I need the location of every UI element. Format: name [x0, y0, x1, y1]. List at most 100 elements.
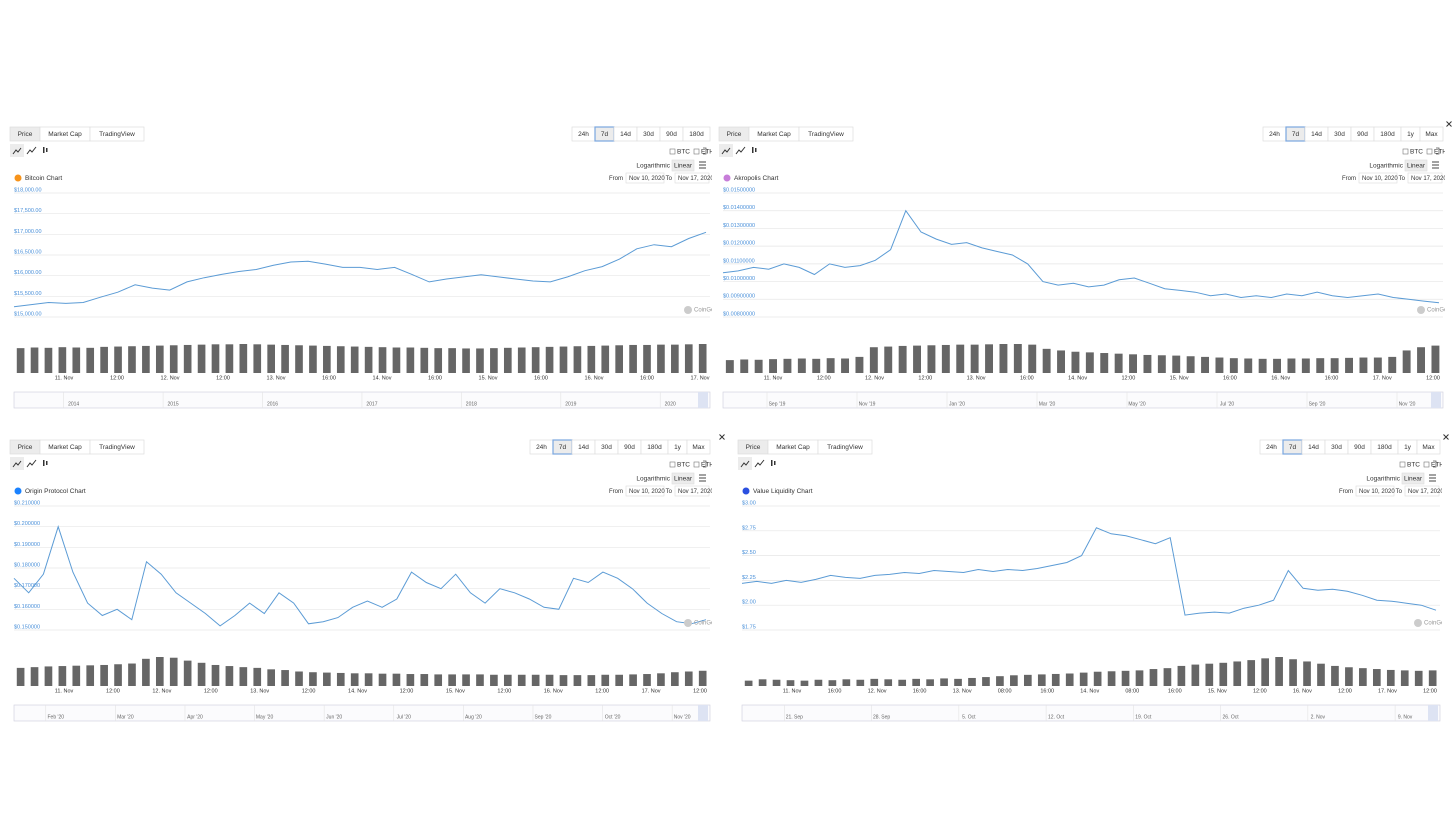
tab-label[interactable]: Price [18, 131, 33, 138]
date-input[interactable] [625, 485, 665, 497]
checkbox[interactable] [1426, 148, 1433, 155]
area-icon[interactable] [26, 146, 37, 155]
checkbox-label[interactable]: ETH [1431, 462, 1444, 469]
scale-button[interactable] [1404, 159, 1428, 172]
tab-label[interactable]: TradingView [808, 131, 844, 138]
range-button[interactable] [686, 439, 711, 455]
range-label[interactable]: 90d [624, 444, 635, 451]
scale-option[interactable]: Logarithmic [1366, 476, 1400, 483]
close-icon[interactable] [719, 434, 725, 440]
fullscreen-icon[interactable] [1436, 147, 1440, 155]
checkbox[interactable] [669, 148, 676, 155]
range-label[interactable]: 90d [666, 131, 677, 138]
range-button[interactable] [682, 126, 711, 142]
candle-icon[interactable] [43, 147, 45, 153]
range-label[interactable]: 30d [643, 131, 654, 138]
checkbox-label[interactable]: ETH [701, 149, 714, 156]
close-icon[interactable] [1446, 121, 1452, 127]
scale-option[interactable]: Logarithmic [636, 476, 670, 483]
navigator[interactable] [13, 704, 711, 722]
menu-icon[interactable] [1432, 161, 1439, 169]
fullscreen-icon[interactable] [703, 460, 707, 468]
area-icon[interactable] [754, 459, 765, 468]
scale-button[interactable] [671, 472, 695, 485]
scale-option[interactable]: Linear [674, 476, 693, 483]
tab-label[interactable]: Market Cap [757, 131, 791, 138]
range-button[interactable] [1419, 126, 1444, 142]
fullscreen-icon[interactable] [703, 147, 707, 155]
range-label[interactable]: 30d [1331, 444, 1342, 451]
range-label[interactable]: 24h [1266, 444, 1277, 451]
tab-label[interactable]: Price [18, 444, 33, 451]
close-icon[interactable] [1443, 434, 1449, 440]
date-input[interactable] [1404, 485, 1440, 497]
tab-button[interactable] [798, 126, 854, 142]
tab-button[interactable] [817, 439, 873, 455]
navigator[interactable] [741, 704, 1441, 722]
menu-icon[interactable] [699, 161, 706, 169]
range-label[interactable]: 24h [1269, 131, 1280, 138]
date-input[interactable] [1355, 485, 1395, 497]
range-label[interactable]: Max [1422, 444, 1435, 451]
range-label[interactable]: 1y [674, 444, 682, 451]
range-label[interactable]: 14d [578, 444, 589, 451]
date-input[interactable] [1358, 172, 1398, 184]
range-label[interactable]: 90d [1354, 444, 1365, 451]
navigator-handle[interactable] [698, 705, 708, 721]
range-label[interactable]: Max [1425, 131, 1438, 138]
range-label[interactable]: 30d [601, 444, 612, 451]
tab-label[interactable]: TradingView [99, 131, 135, 138]
tab-label[interactable]: TradingView [99, 444, 135, 451]
tab-label[interactable]: Market Cap [48, 131, 82, 138]
checkbox[interactable] [693, 461, 700, 468]
date-input[interactable] [1407, 172, 1443, 184]
scale-option[interactable]: Linear [1404, 476, 1423, 483]
range-label[interactable]: 7d [1292, 131, 1300, 138]
navigator-handle[interactable] [698, 392, 708, 408]
checkbox-label[interactable]: ETH [1434, 149, 1447, 156]
navigator-handle[interactable] [1428, 705, 1438, 721]
date-input[interactable] [625, 172, 665, 184]
scale-button[interactable] [1401, 472, 1425, 485]
checkbox[interactable] [1399, 461, 1406, 468]
range-label[interactable]: 24h [536, 444, 547, 451]
area-icon[interactable] [26, 459, 37, 468]
date-input[interactable] [674, 485, 710, 497]
range-label[interactable]: 7d [559, 444, 567, 451]
area-icon[interactable] [735, 146, 746, 155]
range-label[interactable]: 7d [1289, 444, 1297, 451]
checkbox[interactable] [1423, 461, 1430, 468]
scale-option[interactable]: Linear [1407, 163, 1426, 170]
scale-option[interactable]: Logarithmic [1369, 163, 1403, 170]
checkbox[interactable] [1402, 148, 1409, 155]
checkbox-label[interactable]: ETH [701, 462, 714, 469]
range-label[interactable]: 90d [1357, 131, 1368, 138]
range-label[interactable]: Max [692, 444, 705, 451]
range-label[interactable]: 30d [1334, 131, 1345, 138]
range-label[interactable]: 24h [578, 131, 589, 138]
checkbox[interactable] [693, 148, 700, 155]
tab-button[interactable] [89, 126, 145, 142]
checkbox[interactable] [669, 461, 676, 468]
navigator[interactable] [722, 391, 1444, 409]
checkbox-label[interactable]: BTC [677, 149, 690, 156]
fullscreen-icon[interactable] [1433, 460, 1437, 468]
range-label[interactable]: 180d [1380, 131, 1395, 138]
checkbox-label[interactable]: BTC [1410, 149, 1423, 156]
menu-icon[interactable] [1429, 474, 1436, 482]
tab-label[interactable]: Price [727, 131, 742, 138]
range-label[interactable]: 180d [689, 131, 704, 138]
range-label[interactable]: 14d [620, 131, 631, 138]
range-label[interactable]: 1y [1404, 444, 1412, 451]
checkbox-label[interactable]: BTC [677, 462, 690, 469]
range-button[interactable] [1416, 439, 1441, 455]
tab-label[interactable]: Market Cap [48, 444, 82, 451]
menu-icon[interactable] [699, 474, 706, 482]
tab-label[interactable]: Price [746, 444, 761, 451]
range-label[interactable]: 180d [1377, 444, 1392, 451]
tab-label[interactable]: TradingView [827, 444, 863, 451]
scale-option[interactable]: Linear [674, 163, 693, 170]
range-label[interactable]: 14d [1308, 444, 1319, 451]
range-label[interactable]: 180d [647, 444, 662, 451]
range-label[interactable]: 14d [1311, 131, 1322, 138]
